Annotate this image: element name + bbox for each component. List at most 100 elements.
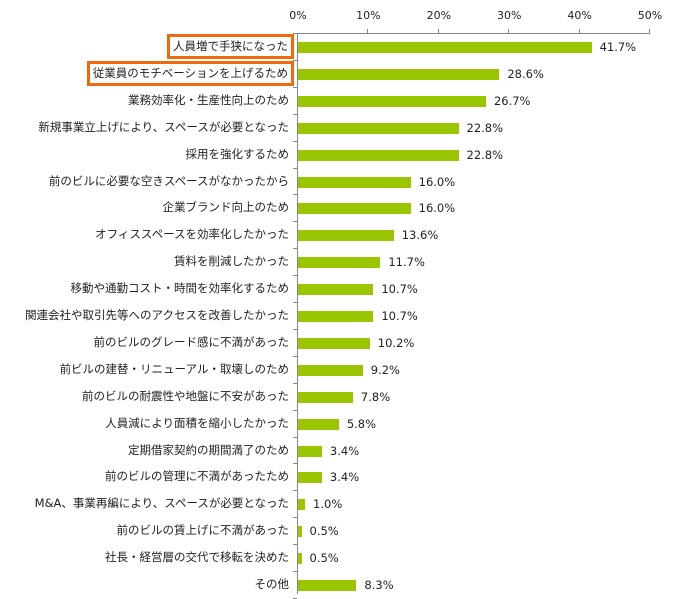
- value-label: 10.7%: [381, 282, 418, 297]
- bar: [298, 553, 302, 565]
- category-label: 前のビルのグレード感に不満があった: [93, 334, 290, 349]
- y-tick-mark: [293, 60, 297, 61]
- category-label: 企業ブランド向上のため: [162, 200, 290, 215]
- bar: [298, 391, 353, 403]
- value-label: 22.8%: [466, 147, 504, 162]
- bar-row: 前のビルに必要な空きスペースがなかったから 16.0%: [0, 168, 682, 195]
- bar: [298, 203, 411, 215]
- category-label: 前のビルの賃上げに不満があった: [116, 523, 290, 538]
- bar-row: 従業員のモチベーションを上げるため 28.6%: [0, 60, 682, 87]
- bar-row: 採用を強化するため 22.8%: [0, 141, 682, 168]
- bar-row: M&A、事業再編により、スペースが必要となった 1.0%: [0, 490, 682, 517]
- y-tick-mark: [293, 168, 297, 169]
- bar: [298, 122, 459, 134]
- category-label: 社長・経営層の交代で移転を決めた: [105, 550, 289, 565]
- category-label: 前ビルの建替・リニューアル・取壊しのため: [59, 361, 289, 376]
- category-label: 賃料を削減したかった: [174, 254, 289, 269]
- y-tick-mark: [293, 437, 297, 438]
- value-label: 11.7%: [388, 255, 425, 270]
- y-tick-mark: [293, 410, 297, 411]
- x-tick-mark: [367, 29, 368, 33]
- bar: [298, 499, 306, 511]
- bar: [298, 311, 374, 322]
- category-label: 新規事業立上げにより、スペースが必要となった: [38, 119, 289, 134]
- bar-row: 賃料を削減したかった 11.7%: [0, 248, 682, 275]
- value-label: 28.6%: [507, 66, 544, 81]
- value-label: 41.7%: [599, 40, 637, 54]
- bar-row: 前のビルのグレード感に不満があった 10.2%: [0, 329, 682, 356]
- y-tick-mark: [293, 302, 297, 303]
- y-tick-mark: [293, 463, 297, 464]
- value-label: 5.8%: [346, 416, 377, 431]
- category-label: 人員減により面積を縮小したかった: [105, 415, 289, 430]
- x-axis-line: [298, 33, 650, 34]
- value-label: 16.0%: [418, 201, 456, 216]
- bar: [298, 364, 363, 376]
- category-label: 前のビルの耐震性や地盤に不安があった: [82, 388, 289, 403]
- y-axis-line: [297, 33, 298, 594]
- bar-row: 前のビルの賃上げに不満があった 0.5%: [0, 517, 682, 544]
- y-tick-mark: [293, 33, 297, 34]
- bar: [298, 230, 394, 242]
- x-tick-mark: [579, 29, 580, 33]
- bar: [298, 42, 592, 53]
- bar: [298, 526, 302, 538]
- bar-row: 人員増で手狭になった 41.7%: [0, 33, 682, 60]
- bar-row: 定期借家契約の期間満了のため 3.4%: [0, 437, 682, 464]
- bar-row: 新規事業立上げにより、スペースが必要となった 22.8%: [0, 114, 682, 141]
- category-label: オフィススペースを効率化したかった: [95, 227, 289, 242]
- value-label: 16.0%: [418, 174, 456, 189]
- bar-row: 社長・経営層の交代で移転を決めた 0.5%: [0, 544, 682, 571]
- category-label: 前のビルに必要な空きスペースがなかったから: [48, 173, 289, 188]
- bar-row: 関連会社や取引先等へのアクセスを改善したかった 10.7%: [0, 302, 682, 329]
- category-label: 従業員のモチベーションを上げるため: [86, 60, 295, 86]
- value-label: 10.2%: [377, 335, 415, 350]
- value-label: 9.2%: [370, 362, 400, 377]
- value-label: 8.3%: [364, 578, 394, 592]
- bar: [298, 445, 322, 457]
- value-label: 26.7%: [493, 93, 531, 108]
- category-label: 業務効率化・生産性向上のため: [128, 92, 289, 107]
- x-tick-mark: [649, 29, 650, 33]
- value-label: 3.4%: [329, 443, 360, 458]
- bar: [298, 257, 381, 269]
- y-tick-mark: [293, 571, 297, 572]
- value-label: 1.0%: [313, 497, 343, 512]
- value-label: 13.6%: [401, 228, 439, 243]
- y-tick-mark: [293, 490, 297, 491]
- bar-row: 前のビルの管理に不満があったため 3.4%: [0, 463, 682, 490]
- value-label: 10.7%: [381, 309, 418, 323]
- bar-row: オフィススペースを効率化したかった 13.6%: [0, 221, 682, 248]
- category-label: 人員増で手狭になった: [167, 34, 294, 59]
- y-tick-mark: [293, 544, 297, 545]
- y-tick-mark: [293, 275, 297, 276]
- bar-row: 移動や通勤コスト・時間を効率化するため 10.7%: [0, 275, 682, 302]
- value-label: 0.5%: [309, 551, 339, 566]
- x-tick-label: 30%: [496, 9, 522, 22]
- y-tick-mark: [293, 329, 297, 330]
- category-label: その他: [254, 577, 290, 591]
- bar: [298, 95, 486, 107]
- value-label: 7.8%: [360, 389, 391, 404]
- y-tick-mark: [293, 194, 297, 195]
- x-tick-label: 50%: [637, 9, 663, 22]
- bar: [298, 284, 374, 296]
- category-label: 採用を強化するため: [185, 146, 290, 161]
- x-tick-label: 20%: [426, 9, 452, 22]
- category-label: M&A、事業再編により、スペースが必要となった: [34, 496, 289, 511]
- value-label: 22.8%: [466, 120, 504, 135]
- bar-row: 企業ブランド向上のため 16.0%: [0, 194, 682, 221]
- category-label: 移動や通勤コスト・時間を効率化するため: [70, 281, 290, 296]
- x-tick-mark: [438, 29, 439, 33]
- y-tick-mark: [293, 517, 297, 518]
- y-tick-mark: [293, 356, 297, 357]
- bar-row: 人員減により面積を縮小したかった 5.8%: [0, 410, 682, 437]
- category-label: 定期借家契約の期間満了のため: [128, 442, 289, 457]
- bar: [298, 176, 411, 188]
- category-label: 関連会社や取引先等へのアクセスを改善したかった: [25, 308, 289, 322]
- y-tick-mark: [293, 141, 297, 142]
- y-tick-mark: [293, 114, 297, 115]
- value-label: 0.5%: [309, 524, 339, 539]
- y-tick-mark: [293, 221, 297, 222]
